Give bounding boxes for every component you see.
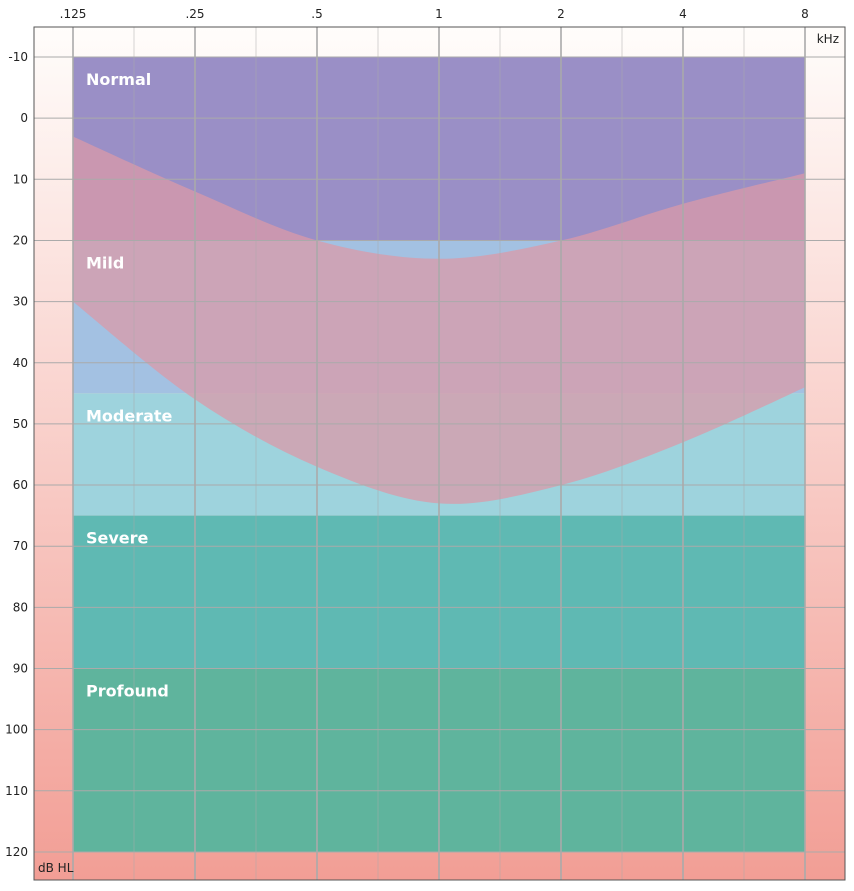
y-tick-label: 110	[5, 784, 28, 798]
y-tick-label: 60	[13, 478, 28, 492]
x-axis: .125 .25 .5 1 2 4 8	[60, 7, 809, 21]
grid-layer	[34, 27, 845, 880]
y-tick-label: 120	[5, 845, 28, 859]
band-label-moderate: Moderate	[86, 406, 173, 425]
x-tick-label: 2	[557, 7, 565, 21]
y-unit-label: dB HL	[38, 861, 74, 875]
plot-border	[33, 26, 846, 881]
band-labels: Normal Mild Moderate Severe Profound	[86, 70, 173, 701]
y-tick-label: 90	[13, 662, 28, 676]
y-tick-label: 70	[13, 539, 28, 553]
x-tick-label: .5	[311, 7, 322, 21]
band-label-mild: Mild	[86, 253, 124, 272]
y-tick-label: 0	[20, 111, 28, 125]
y-tick-label: 10	[13, 172, 28, 186]
x-tick-label: 1	[435, 7, 443, 21]
y-tick-label: 80	[13, 600, 28, 614]
y-tick-label: 100	[5, 723, 28, 737]
x-tick-label: 8	[801, 7, 809, 21]
band-label-normal: Normal	[86, 70, 151, 89]
y-axis: -10 0 10 20 30 40 50 60 70 80 90 100 110 120	[5, 50, 28, 859]
y-tick-label: 30	[13, 295, 28, 309]
x-unit-label: kHz	[817, 32, 839, 46]
band-label-profound: Profound	[86, 682, 169, 701]
x-tick-label: .125	[60, 7, 87, 21]
y-tick-label: -10	[8, 50, 28, 64]
band-label-severe: Severe	[86, 529, 149, 548]
x-tick-label: .25	[185, 7, 204, 21]
y-tick-label: 50	[13, 417, 28, 431]
y-tick-label: 20	[13, 233, 28, 247]
y-tick-label: 40	[13, 356, 28, 370]
x-tick-label: 4	[679, 7, 687, 21]
